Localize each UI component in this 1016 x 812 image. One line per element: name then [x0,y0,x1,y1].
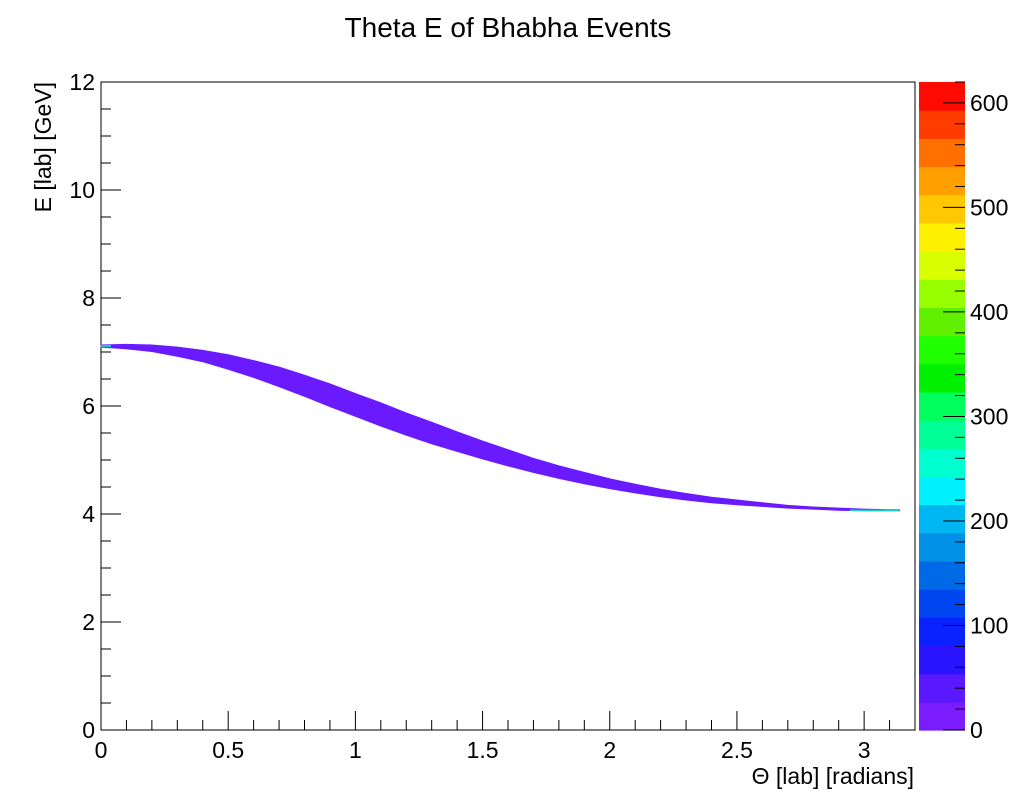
y-tick-label: 8 [82,285,95,311]
x-tick-label: 3 [858,737,871,763]
x-tick-label: 2 [603,737,616,763]
color-scale-cell [919,110,965,139]
color-scale-cell [919,476,965,506]
z-tick-label: 200 [970,508,1008,534]
y-tick-label: 6 [82,393,95,419]
x-tick-label: 0 [95,737,108,763]
y-tick-label: 2 [82,609,95,635]
x-tick-label: 1.5 [467,737,499,763]
z-tick-label: 600 [970,90,1008,116]
x-tick-label: 0.5 [212,737,244,763]
z-tick-label: 300 [970,403,1008,429]
color-scale-cell [919,645,965,675]
data-band [100,343,901,512]
z-tick-label: 100 [970,612,1008,638]
y-axis: 0 2 4 6 8 10 12 [69,69,121,743]
y-tick-label: 4 [82,501,95,527]
y-tick-label: 0 [82,717,95,743]
y-tick-label: 10 [69,177,95,203]
color-scale-cell [919,617,965,647]
color-scale-cell [919,560,965,590]
color-scale-cell [919,335,965,365]
color-scale-cell [919,222,965,252]
color-scale-cell [919,279,965,308]
color-scale-cell [919,448,965,478]
z-tick-label: 500 [970,194,1008,220]
color-scale-cell [919,504,965,534]
color-scale-cell [919,194,965,224]
color-scale-cell [919,166,965,196]
color-scale-cell [919,138,965,168]
z-tick-label: 0 [970,717,983,743]
color-scale-cell [919,589,965,618]
color-scale-cell [919,420,965,449]
color-scale-cell [919,532,965,562]
color-scale-cell [919,391,965,421]
y-axis-label: E [lab] [GeV] [30,82,56,212]
z-tick-label: 400 [970,299,1008,325]
color-scale-cell [919,82,965,111]
chart-title: Theta E of Bhabha Events [345,12,672,43]
plot-frame [100,81,916,731]
color-scale-cell [919,701,965,731]
x-axis-label: Θ [lab] [radians] [752,763,914,789]
y-tick-label: 12 [69,69,95,95]
color-scale: 0 100 200 300 400 500 600 [919,81,1008,743]
x-axis: 0 0.5 1 1.5 2 2.5 3 [95,711,916,763]
color-scale-cell [919,251,965,280]
x-tick-label: 1 [349,737,362,763]
x-tick-label: 2.5 [721,737,753,763]
color-scale-cell [919,363,965,393]
